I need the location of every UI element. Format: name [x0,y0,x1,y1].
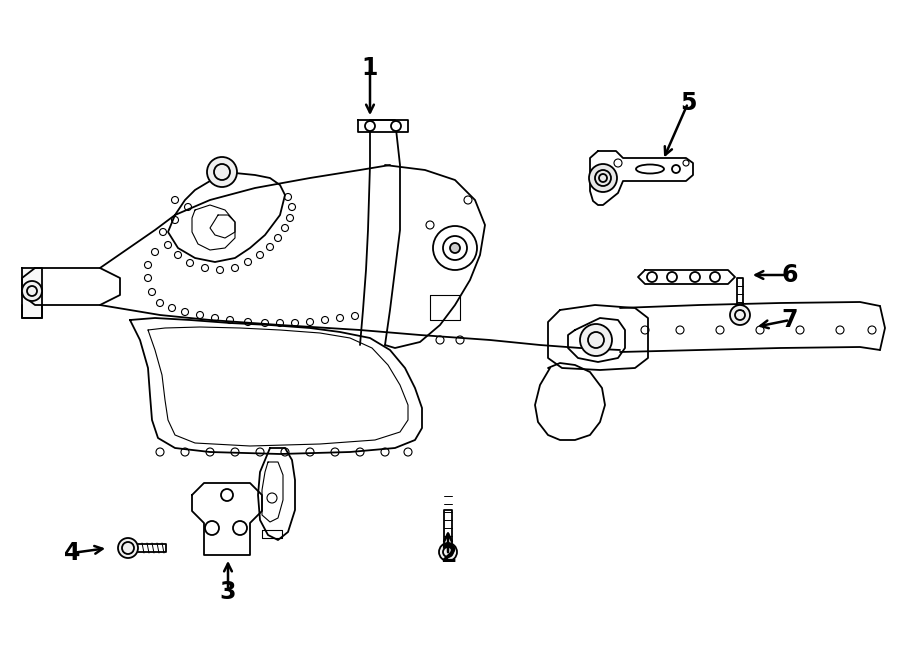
Text: 7: 7 [782,308,798,332]
Circle shape [22,281,42,301]
Circle shape [207,157,237,187]
Circle shape [450,243,460,253]
Circle shape [589,164,617,192]
Circle shape [118,538,138,558]
Text: 3: 3 [220,580,237,604]
Circle shape [439,543,457,561]
Circle shape [391,121,401,131]
Circle shape [365,121,375,131]
Polygon shape [22,268,42,318]
Text: 1: 1 [362,56,378,80]
Text: 5: 5 [680,91,697,115]
Text: 2: 2 [440,543,456,567]
Text: 6: 6 [782,263,798,287]
Circle shape [730,305,750,325]
Text: 4: 4 [64,541,80,565]
Circle shape [580,324,612,356]
